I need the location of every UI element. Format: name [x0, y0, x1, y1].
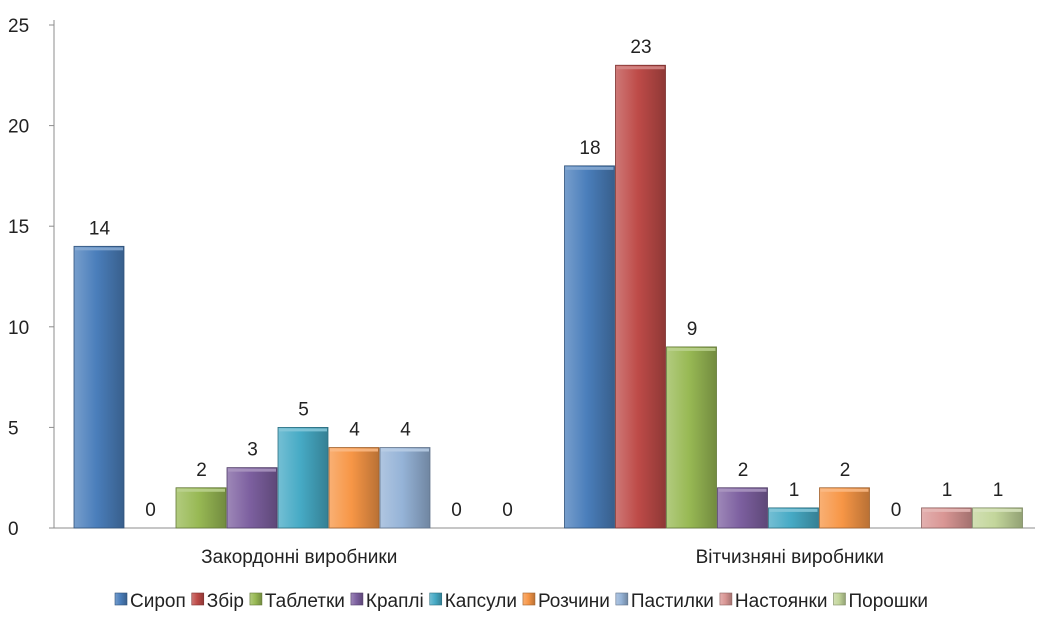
- bar-Таблетки: [175, 487, 227, 529]
- data-label: 23: [630, 37, 651, 58]
- data-label: 4: [400, 420, 411, 441]
- bar-Капсули: [768, 507, 819, 529]
- legend-swatch: [719, 592, 733, 606]
- data-label: 4: [349, 420, 360, 441]
- data-label: 18: [579, 138, 600, 159]
- legend-swatch: [429, 592, 443, 606]
- data-label: 0: [145, 500, 156, 521]
- bar-Пастилки: [379, 447, 431, 529]
- data-label: 1: [789, 480, 800, 501]
- data-label: 1: [993, 480, 1004, 501]
- bar-Таблетки: [666, 346, 717, 529]
- y-tick-label: 20: [8, 117, 29, 138]
- data-label: 0: [451, 500, 462, 521]
- data-label: 2: [738, 460, 749, 481]
- legend-swatch: [114, 592, 128, 606]
- legend-item: Пастилки: [615, 591, 714, 612]
- data-label: 0: [502, 500, 513, 521]
- bar-highlight: [922, 508, 971, 512]
- legend-label: Порошки: [848, 591, 928, 612]
- legend-swatch: [191, 592, 205, 606]
- bar-Капсули: [277, 426, 329, 529]
- legend-swatch: [249, 592, 263, 606]
- y-tick-label: 0: [8, 519, 19, 540]
- legend-swatch: [833, 592, 846, 606]
- bar-highlight: [718, 488, 767, 492]
- bar-highlight: [565, 166, 614, 170]
- y-tick-label: 15: [8, 217, 29, 238]
- data-label: 3: [247, 440, 258, 461]
- legend-item: Порошки: [833, 591, 928, 612]
- bar-highlight: [75, 247, 123, 251]
- x-category-label: Закордонні виробники: [201, 547, 397, 568]
- legend-item: Капсули: [429, 591, 517, 612]
- bar-Сироп: [73, 245, 125, 529]
- data-label: 2: [840, 460, 851, 481]
- data-label: 5: [298, 399, 309, 420]
- legend-label: Сироп: [130, 591, 186, 612]
- legend-swatch: [522, 592, 536, 606]
- legend-label: Настоянки: [735, 591, 828, 612]
- y-tick-label: 10: [8, 318, 29, 339]
- legend-item: Сироп: [114, 591, 186, 612]
- bar-Сироп: [564, 165, 615, 529]
- x-category-label: Вітчизняні виробники: [696, 547, 884, 568]
- legend-item: Краплі: [350, 591, 424, 612]
- legend-item: Розчини: [522, 591, 610, 612]
- data-label: 2: [196, 460, 207, 481]
- bar-highlight: [177, 488, 225, 492]
- bar-highlight: [381, 448, 429, 452]
- y-tick-label: 5: [8, 418, 19, 439]
- bar-layer: [73, 64, 1023, 529]
- bar-highlight: [820, 488, 869, 492]
- legend-item: Таблетки: [249, 591, 345, 612]
- data-label: 9: [687, 319, 698, 340]
- bar-Настоянки: [921, 507, 972, 529]
- legend-label: Пастилки: [631, 591, 714, 612]
- data-label: 0: [891, 500, 902, 521]
- bar-highlight: [616, 66, 665, 70]
- bar-Порошки: [972, 507, 1023, 529]
- bar-highlight: [973, 508, 1022, 512]
- legend-item: Збір: [191, 591, 244, 612]
- legend-label: Таблетки: [265, 591, 345, 612]
- legend-swatch: [615, 592, 629, 606]
- legend-item: Настоянки: [719, 591, 828, 612]
- bar-highlight: [279, 428, 327, 432]
- legend: Сироп Збір Таблетки Краплі Капсули Розчини Пас…: [114, 591, 928, 612]
- legend-label: Розчини: [538, 591, 610, 612]
- bar-Краплі: [226, 467, 278, 529]
- y-tick-label: 25: [8, 16, 29, 37]
- bar-Розчини: [819, 487, 870, 529]
- bar-Розчини: [328, 447, 380, 529]
- data-label: 1: [942, 480, 953, 501]
- legend-swatch: [350, 592, 364, 606]
- bar-Збір: [615, 64, 666, 529]
- bar-highlight: [330, 448, 378, 452]
- bar-highlight: [667, 347, 716, 351]
- bar-highlight: [769, 508, 818, 512]
- legend-label: Краплі: [366, 591, 424, 612]
- data-label: 14: [89, 218, 111, 239]
- bar-Краплі: [717, 487, 768, 529]
- legend-label: Збір: [207, 591, 244, 612]
- legend-label: Капсули: [445, 591, 517, 612]
- bar-highlight: [228, 468, 276, 472]
